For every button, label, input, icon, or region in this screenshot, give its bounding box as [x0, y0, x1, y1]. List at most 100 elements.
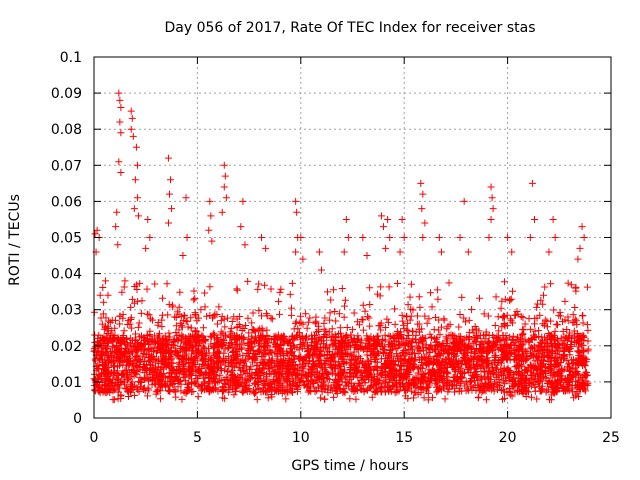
dense-sample-point — [424, 389, 432, 397]
dense-sample-point — [465, 386, 473, 394]
dense-sample-point — [287, 345, 295, 353]
dense-sample-point — [210, 331, 218, 339]
dense-sample-point — [373, 376, 381, 384]
dense-sample-point — [317, 350, 325, 358]
dense-sample-point — [323, 341, 331, 349]
dense-sample-point — [366, 322, 374, 330]
dense-sample-point — [418, 356, 426, 364]
dense-sample-point — [187, 324, 195, 332]
roti-point — [456, 234, 464, 241]
dense-sample-point — [131, 353, 139, 361]
roti-point — [131, 176, 139, 184]
dense-sample-point — [482, 328, 490, 336]
roti-point — [317, 266, 325, 274]
dense-sample-point — [113, 349, 121, 357]
dense-sample-point — [310, 361, 318, 369]
dense-sample-point — [190, 334, 198, 342]
dense-sample-point — [156, 375, 164, 383]
dense-sample-point — [496, 382, 504, 390]
dense-sample-point — [566, 329, 574, 337]
dense-sample-point — [185, 343, 193, 351]
roti-point — [127, 125, 135, 133]
dense-sample-point — [287, 381, 295, 389]
dense-sample-point — [222, 381, 230, 389]
dense-sample-point — [365, 357, 373, 365]
dense-sample-point — [267, 285, 275, 293]
dense-sample-point — [102, 333, 110, 341]
dense-sample-point — [126, 334, 134, 342]
dense-sample-point — [396, 341, 404, 349]
dense-sample-point — [498, 371, 506, 379]
dense-sample-point — [374, 332, 382, 340]
dense-sample-point — [331, 358, 339, 366]
dense-sample-point — [297, 353, 305, 361]
dense-sample-point — [506, 297, 514, 305]
dense-sample-point — [346, 341, 354, 349]
x-tick-label: 5 — [193, 430, 202, 446]
dense-sample-point — [362, 363, 370, 371]
dense-sample-point — [437, 323, 445, 331]
dense-sample-point — [187, 355, 195, 363]
dense-sample-point — [190, 354, 198, 362]
y-axis-title: ROTI / TECUs — [7, 194, 23, 286]
dense-sample-point — [95, 331, 103, 339]
dense-sample-point — [175, 358, 183, 366]
dense-sample-point — [402, 313, 410, 321]
dense-sample-point — [183, 380, 191, 388]
dense-sample-point — [260, 377, 268, 385]
dense-sample-point — [531, 314, 539, 322]
dense-sample-point — [580, 347, 588, 355]
dense-sample-point — [464, 385, 472, 393]
dense-sample-point — [540, 321, 548, 329]
dense-sample-point — [342, 350, 350, 358]
dense-sample-point — [515, 369, 523, 377]
dense-sample-point — [266, 362, 274, 370]
dense-sample-point — [209, 331, 217, 339]
dense-sample-point — [207, 357, 215, 365]
dense-sample-point — [403, 319, 411, 327]
dense-sample-point — [449, 332, 457, 340]
dense-sample-point — [499, 314, 507, 322]
dense-sample-point — [406, 350, 414, 358]
dense-sample-point — [539, 356, 547, 364]
dense-sample-point — [430, 335, 438, 343]
dense-sample-point — [474, 394, 482, 402]
dense-sample-point — [477, 363, 485, 371]
dense-sample-point — [191, 309, 199, 317]
dense-sample-point — [438, 376, 446, 384]
dense-sample-point — [304, 373, 312, 381]
dense-sample-point — [309, 380, 317, 388]
dense-sample-point — [579, 341, 587, 349]
dense-sample-point — [403, 326, 411, 334]
dense-sample-point — [519, 340, 527, 348]
dense-sample-point — [226, 328, 234, 336]
dense-sample-point — [348, 356, 356, 364]
roti-point — [117, 169, 125, 177]
dense-sample-point — [326, 316, 334, 324]
dense-sample-point — [420, 347, 428, 355]
dense-sample-point — [101, 366, 109, 374]
dense-sample-point — [498, 356, 506, 364]
dense-sample-point — [467, 343, 475, 351]
dense-sample-point — [545, 352, 553, 360]
dense-sample-point — [355, 380, 363, 388]
roti-point — [297, 234, 305, 241]
dense-sample-point — [377, 364, 385, 372]
dense-sample-point — [370, 382, 378, 390]
dense-sample-point — [261, 281, 269, 289]
dense-sample-point — [531, 357, 539, 365]
dense-sample-point — [244, 354, 252, 362]
dense-sample-point — [104, 291, 112, 299]
dense-sample-point — [228, 318, 236, 326]
dense-sample-point — [584, 345, 592, 353]
dense-sample-point — [462, 361, 470, 369]
roti-point — [133, 194, 141, 202]
dense-sample-point — [478, 347, 486, 355]
dense-sample-point — [409, 335, 417, 343]
dense-sample-point — [528, 365, 536, 373]
dense-sample-point — [96, 339, 104, 347]
dense-sample-point — [376, 292, 384, 300]
dense-sample-point — [129, 349, 137, 357]
dense-sample-point — [383, 315, 391, 323]
dense-sample-point — [453, 347, 461, 355]
